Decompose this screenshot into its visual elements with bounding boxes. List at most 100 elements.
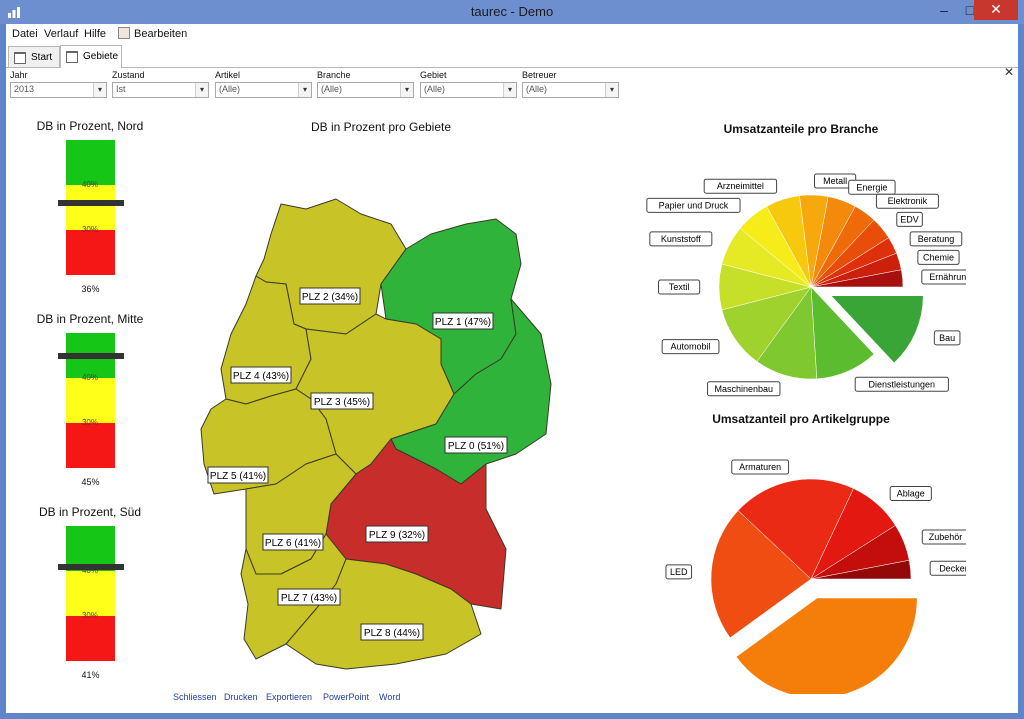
pie-label-box: [731, 459, 790, 475]
link-schliessen[interactable]: Schliessen: [173, 692, 217, 702]
close-window-button[interactable]: ✕: [974, 0, 1018, 20]
chevron-down-icon[interactable]: ▾: [400, 83, 413, 97]
germany-map: PLZ 2 (34%) PLZ 1 (47%) PLZ 4 (43%) PLZ …: [200, 198, 552, 670]
pie-label: Zubehör: [929, 532, 963, 542]
gauge-sued-title: DB in Prozent, Süd: [38, 505, 142, 519]
map-label-plz-8: PLZ 8 (44%): [360, 623, 424, 641]
pie-slice[interactable]: [710, 510, 812, 639]
edit-icon[interactable]: [118, 27, 130, 39]
pie-slice[interactable]: [735, 597, 918, 694]
pie-slice[interactable]: [810, 269, 904, 288]
minimize-button[interactable]: –: [940, 2, 948, 18]
map-label-text: PLZ 9 (32%): [369, 530, 425, 541]
pie-label: Metall: [823, 176, 847, 186]
betreuer-value: (Alle): [526, 84, 548, 94]
app-icon[interactable]: [7, 5, 21, 19]
pie-branche-title: Umsatzanteile pro Branche: [723, 122, 879, 136]
pie-slice[interactable]: [810, 559, 912, 580]
pie-label-box: [909, 231, 963, 247]
branche-value: (Alle): [321, 84, 343, 94]
gauge-tick: 30%: [81, 418, 98, 427]
zustand-select[interactable]: Ist ▾: [112, 82, 209, 98]
pie-label-box: [665, 564, 693, 580]
menu-datei[interactable]: Datei: [12, 28, 38, 40]
pie-label: Deckenleuchte: [939, 563, 966, 573]
gauge-zone-green: [66, 140, 115, 185]
map-label-plz-7: PLZ 7 (43%): [277, 588, 341, 606]
branche-select[interactable]: (Alle) ▾: [317, 82, 414, 98]
gauge-tick: 40%: [81, 180, 98, 189]
pie-label-box: [921, 529, 966, 545]
map-label-text: PLZ 1 (47%): [435, 317, 491, 328]
gauge-sued-value: 41%: [81, 670, 100, 680]
map-title: DB in Prozent pro Gebiete: [310, 120, 452, 134]
pie-label-box: [646, 197, 741, 213]
close-tab-icon[interactable]: ✕: [1003, 65, 1014, 79]
map-label-plz-3: PLZ 3 (45%): [310, 392, 374, 410]
gauge-nord-value: 36%: [81, 284, 100, 294]
region-plz-8[interactable]: [285, 558, 482, 670]
gauge-nord: 40% 30%: [58, 140, 124, 275]
gebiet-select[interactable]: (Alle) ▾: [420, 82, 517, 98]
gauge-mitte: 40% 30%: [58, 333, 124, 468]
gauge-marker: [58, 352, 124, 359]
link-powerpoint[interactable]: PowerPoint: [323, 692, 370, 702]
link-exportieren[interactable]: Exportieren: [266, 692, 313, 702]
betreuer-select[interactable]: (Alle) ▾: [522, 82, 619, 98]
tab-gebiete[interactable]: Gebiete: [60, 45, 122, 68]
chevron-down-icon[interactable]: ▾: [93, 83, 106, 97]
menu-hilfe[interactable]: Hilfe: [84, 28, 107, 40]
pie-slice[interactable]: [830, 295, 924, 364]
pie-label-box: [649, 231, 713, 247]
jahr-select[interactable]: 2013 ▾: [10, 82, 107, 98]
map-label-text: PLZ 5 (41%): [210, 471, 266, 482]
chevron-down-icon[interactable]: ▾: [503, 83, 516, 97]
chevron-down-icon[interactable]: ▾: [298, 83, 311, 97]
pie-label-box: [917, 249, 960, 265]
pie-label-box: [929, 560, 966, 576]
map-label-text: PLZ 2 (34%): [302, 292, 358, 303]
gauge-tick: 40%: [81, 373, 98, 382]
gauge-zone-red: [66, 616, 115, 661]
window-icon: [66, 51, 78, 63]
map-label-plz-6: PLZ 6 (41%): [262, 533, 324, 551]
filter-label-branche: Branche: [317, 70, 351, 80]
pie-label: Textil: [669, 282, 690, 292]
gauge-marker: [58, 200, 124, 206]
gauge-tick: 30%: [81, 225, 98, 234]
pie-artikel: LeuchtstoffröhreLEDArmaturenAblageZubehö…: [665, 459, 966, 694]
artikel-select[interactable]: (Alle) ▾: [215, 82, 312, 98]
pie-label-box: [703, 178, 778, 194]
chevron-down-icon[interactable]: ▾: [195, 83, 208, 97]
gauge-zone-red: [66, 230, 115, 275]
link-drucken[interactable]: Drucken: [224, 692, 258, 702]
map-label-text: PLZ 0 (51%): [448, 441, 504, 452]
title-bar: taurec - Demo – □ ✕: [0, 0, 1024, 24]
menu-verlauf[interactable]: Verlauf: [44, 28, 79, 40]
map-label-plz-5: PLZ 5 (41%): [207, 466, 269, 484]
pie-label: Ernährung: [929, 272, 966, 282]
pie-artikel-title: Umsatzanteil pro Artikelgruppe: [712, 412, 890, 426]
pie-label: Dienstleistungen: [869, 379, 936, 389]
pie-label-box: [933, 330, 961, 346]
artikel-value: (Alle): [219, 84, 241, 94]
pie-label: Bau: [939, 333, 955, 343]
gauge-marker: [58, 563, 124, 570]
tab-start[interactable]: Start: [8, 46, 60, 67]
gauge-zone-yellow: [66, 378, 115, 423]
maximize-button[interactable]: □: [965, 2, 975, 18]
pie-label: Maschinenbau: [714, 384, 773, 394]
gauge-tick: 30%: [81, 611, 98, 620]
pie-label-box: [896, 211, 923, 227]
chevron-down-icon[interactable]: ▾: [605, 83, 618, 97]
jahr-value: 2013: [14, 84, 35, 94]
pie-slice[interactable]: [737, 478, 854, 580]
menu-bearbeiten[interactable]: Bearbeiten: [134, 28, 188, 40]
pie-label: Kunststoff: [661, 234, 701, 244]
map-label-plz-1: PLZ 1 (47%): [432, 312, 494, 330]
filter-label-betreuer: Betreuer: [522, 70, 557, 80]
zustand-value: Ist: [116, 84, 126, 94]
pie-label: LED: [670, 567, 688, 577]
pie-branche: Bau Dienstleistungen Maschinenbau Automobil…: [646, 173, 966, 397]
link-word[interactable]: Word: [379, 692, 401, 702]
